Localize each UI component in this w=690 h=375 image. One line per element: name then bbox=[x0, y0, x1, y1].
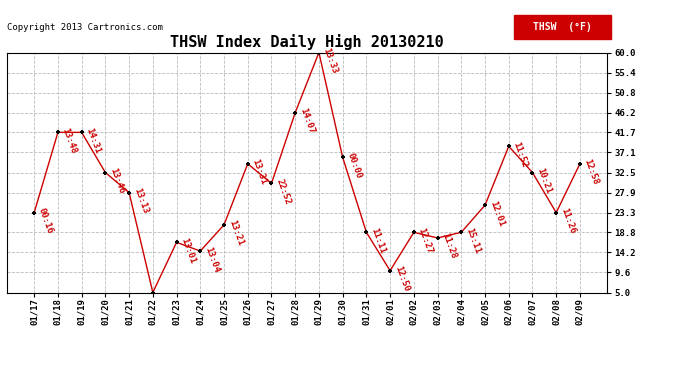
Text: 14:07: 14:07 bbox=[298, 107, 315, 135]
Text: 11:26: 11:26 bbox=[559, 207, 577, 235]
Text: 13:13: 13:13 bbox=[132, 187, 150, 215]
Text: 11:28: 11:28 bbox=[440, 232, 458, 260]
Text: 13:31: 13:31 bbox=[250, 158, 268, 186]
Point bbox=[52, 129, 63, 135]
Text: 13:21: 13:21 bbox=[227, 219, 244, 248]
Point bbox=[76, 129, 87, 135]
Point bbox=[480, 202, 491, 208]
Point bbox=[574, 161, 585, 167]
Text: 12:01: 12:01 bbox=[488, 200, 506, 228]
Text: 14:31: 14:31 bbox=[84, 126, 102, 155]
Point bbox=[408, 229, 420, 235]
Text: 15:11: 15:11 bbox=[464, 226, 482, 255]
Point bbox=[456, 229, 467, 235]
Text: 13:33: 13:33 bbox=[322, 46, 339, 75]
Point bbox=[171, 239, 182, 245]
Point bbox=[195, 248, 206, 254]
Text: THSW  (°F): THSW (°F) bbox=[533, 22, 592, 33]
Text: 22:52: 22:52 bbox=[274, 177, 292, 206]
Point bbox=[147, 290, 158, 296]
Text: 12:27: 12:27 bbox=[417, 226, 434, 255]
Point bbox=[290, 110, 301, 116]
Text: 12:58: 12:58 bbox=[582, 158, 600, 186]
Text: 10:21: 10:21 bbox=[535, 166, 553, 195]
Point bbox=[361, 229, 372, 235]
Title: THSW Index Daily High 20130210: THSW Index Daily High 20130210 bbox=[170, 34, 444, 50]
Point bbox=[313, 50, 324, 55]
Point bbox=[219, 222, 230, 228]
Text: 13:48: 13:48 bbox=[61, 126, 79, 155]
Text: 11:52: 11:52 bbox=[511, 141, 529, 169]
Point bbox=[337, 154, 348, 160]
Text: 13:01: 13:01 bbox=[179, 237, 197, 265]
Text: 12:50: 12:50 bbox=[393, 265, 411, 293]
Text: 11:11: 11:11 bbox=[369, 226, 387, 255]
Point bbox=[503, 143, 514, 149]
Point bbox=[242, 161, 253, 167]
Point bbox=[551, 210, 562, 216]
Point bbox=[266, 180, 277, 186]
Text: Copyright 2013 Cartronics.com: Copyright 2013 Cartronics.com bbox=[7, 22, 163, 32]
Point bbox=[124, 190, 135, 196]
Point bbox=[384, 268, 395, 274]
Text: 13:46: 13:46 bbox=[108, 166, 126, 195]
Point bbox=[100, 170, 111, 176]
Point bbox=[432, 235, 443, 241]
Text: 13:04: 13:04 bbox=[203, 245, 221, 273]
Text: 00:16: 00:16 bbox=[37, 207, 55, 235]
Point bbox=[29, 210, 40, 216]
Point bbox=[527, 170, 538, 176]
Text: 00:00: 00:00 bbox=[346, 152, 363, 180]
